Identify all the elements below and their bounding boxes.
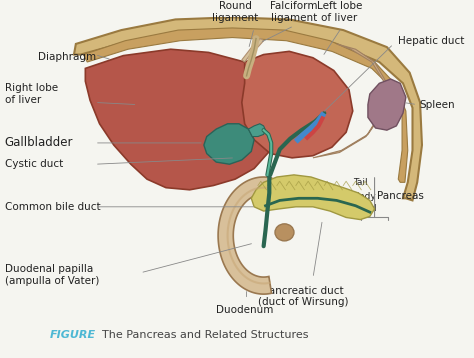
Text: Pancreas: Pancreas (377, 191, 424, 201)
Polygon shape (248, 124, 265, 136)
Polygon shape (368, 79, 406, 130)
Text: The Pancreas and Related Structures: The Pancreas and Related Structures (102, 330, 309, 340)
Text: Duodenal papilla
(ampulla of Vater): Duodenal papilla (ampulla of Vater) (5, 264, 99, 286)
Text: Common bile duct: Common bile duct (5, 202, 100, 212)
Text: Tail: Tail (353, 178, 367, 187)
Text: Diaphragm: Diaphragm (38, 52, 96, 62)
Text: Duodenum: Duodenum (216, 305, 273, 315)
Polygon shape (251, 175, 374, 219)
Polygon shape (74, 17, 422, 200)
Text: Body: Body (353, 192, 375, 201)
Polygon shape (83, 28, 408, 182)
Text: Cystic duct: Cystic duct (5, 159, 63, 169)
Text: Hepatic duct: Hepatic duct (398, 36, 465, 46)
Text: Falciform
ligament: Falciform ligament (270, 1, 318, 23)
Text: Spleen: Spleen (419, 100, 455, 110)
Text: Gallbladder: Gallbladder (5, 136, 73, 149)
Text: Round
ligament: Round ligament (212, 1, 258, 23)
Polygon shape (242, 39, 264, 62)
Text: Left lobe
of liver: Left lobe of liver (317, 1, 362, 23)
Polygon shape (218, 177, 272, 294)
Text: Head: Head (353, 204, 376, 213)
Polygon shape (242, 51, 353, 158)
Ellipse shape (275, 224, 294, 241)
Text: Pancreatic duct
(duct of Wirsung): Pancreatic duct (duct of Wirsung) (258, 286, 349, 307)
Text: FIGURE: FIGURE (49, 330, 95, 340)
Text: Right lobe
of liver: Right lobe of liver (5, 83, 58, 105)
Polygon shape (204, 124, 254, 164)
Polygon shape (85, 49, 277, 190)
Polygon shape (313, 44, 387, 158)
